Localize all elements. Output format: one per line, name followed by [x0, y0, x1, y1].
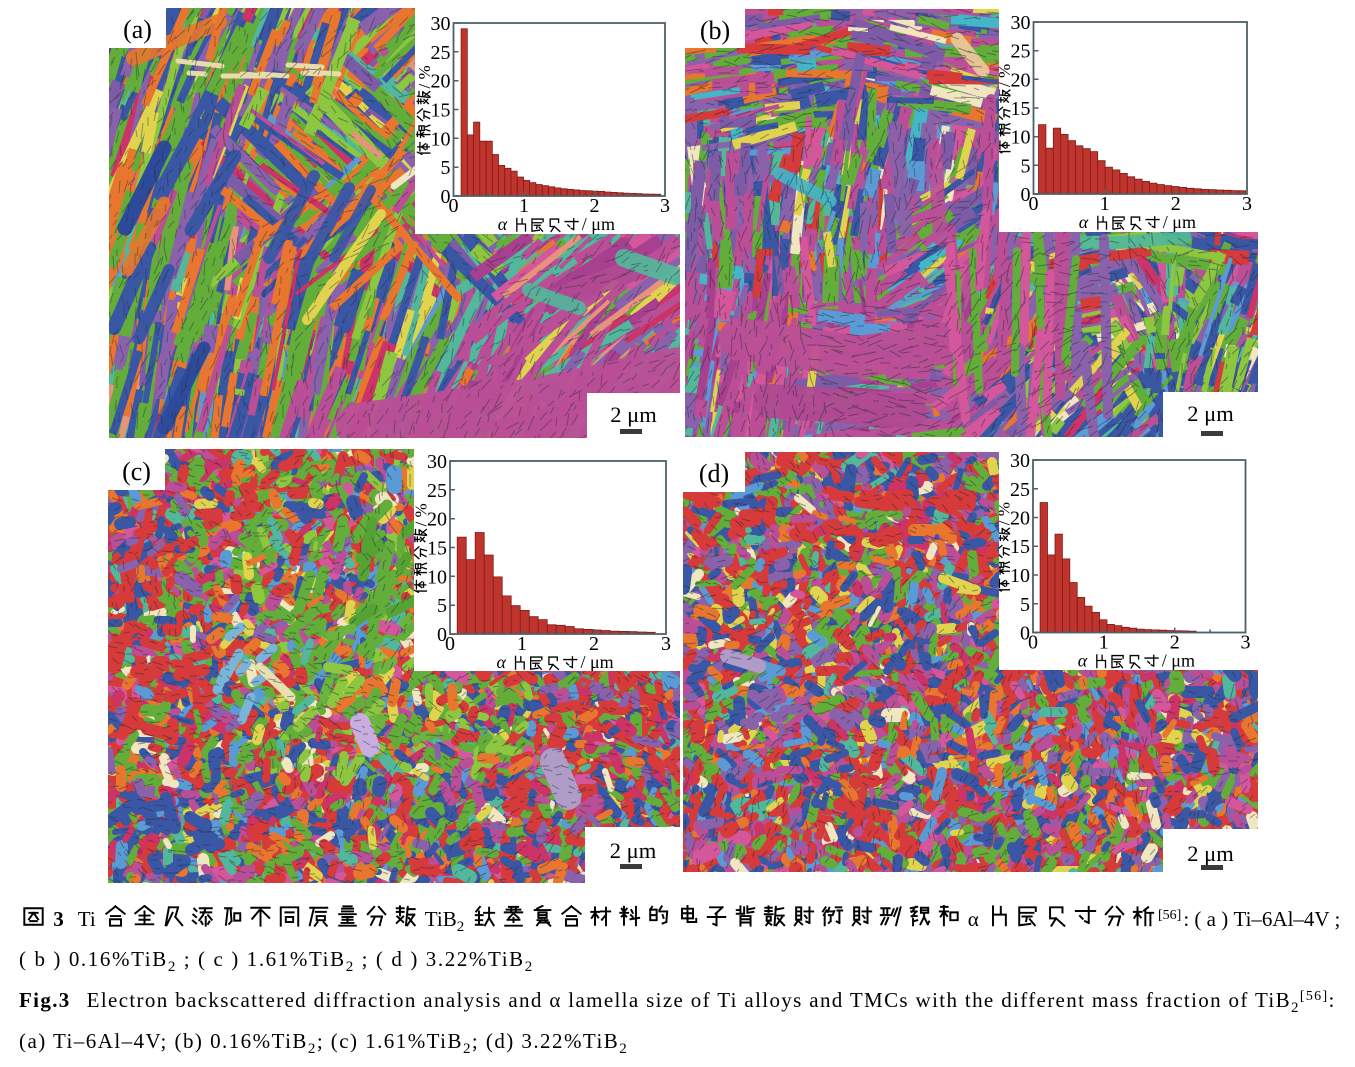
svg-text:0: 0 [1029, 193, 1039, 215]
svg-text:10: 10 [1011, 127, 1031, 149]
svg-text:15: 15 [427, 538, 447, 560]
svg-text:30: 30 [1010, 452, 1030, 472]
svg-text:20: 20 [427, 509, 447, 531]
svg-text:0: 0 [449, 195, 459, 217]
svg-text:0: 0 [445, 633, 455, 655]
svg-text:α: α [497, 652, 507, 671]
svg-text:0: 0 [1021, 184, 1031, 206]
svg-text:20: 20 [1010, 508, 1030, 530]
svg-text:5: 5 [1020, 594, 1030, 616]
svg-text:α: α [1078, 651, 1088, 671]
svg-text:15: 15 [1010, 536, 1030, 558]
svg-text:3: 3 [1241, 632, 1251, 654]
svg-text:10: 10 [1010, 565, 1030, 587]
svg-text:1: 1 [1099, 632, 1109, 654]
svg-text:α: α [1079, 212, 1089, 232]
svg-text:0: 0 [1028, 632, 1038, 654]
svg-text:2: 2 [1170, 632, 1180, 654]
svg-text:0: 0 [1020, 623, 1030, 645]
svg-text:30: 30 [427, 451, 447, 473]
svg-text:30: 30 [1011, 12, 1031, 34]
svg-text:1: 1 [1100, 193, 1110, 215]
svg-text:20: 20 [1011, 69, 1031, 91]
svg-text:3: 3 [1242, 193, 1252, 215]
svg-text:/ μm: / μm [1162, 651, 1195, 671]
svg-text:5: 5 [441, 157, 451, 179]
svg-text:/ μm: / μm [581, 652, 614, 671]
svg-text:2: 2 [590, 195, 600, 217]
svg-text:/ μm: / μm [582, 214, 615, 234]
svg-text:5: 5 [1021, 155, 1031, 177]
svg-text:/ %: / % [999, 502, 1013, 525]
svg-text:3: 3 [660, 195, 670, 217]
svg-text:0: 0 [437, 624, 447, 646]
svg-text:1: 1 [519, 195, 529, 217]
svg-text:α: α [498, 214, 508, 234]
svg-text:/ %: / % [414, 503, 430, 526]
svg-text:10: 10 [431, 128, 451, 150]
svg-text:10: 10 [427, 566, 447, 588]
svg-text:15: 15 [431, 100, 451, 122]
svg-text:2: 2 [1171, 193, 1181, 215]
svg-text:25: 25 [427, 480, 447, 502]
svg-text:2: 2 [589, 633, 599, 655]
svg-text:30: 30 [431, 13, 451, 35]
svg-text:0: 0 [441, 186, 451, 208]
svg-text:15: 15 [1011, 98, 1031, 120]
svg-text:5: 5 [437, 595, 447, 617]
svg-text:/ %: / % [415, 65, 434, 88]
svg-text:20: 20 [431, 71, 451, 93]
svg-text:1: 1 [517, 633, 527, 655]
svg-text:3: 3 [661, 633, 671, 655]
svg-text:/ μm: / μm [1163, 212, 1196, 232]
svg-text:25: 25 [431, 42, 451, 64]
svg-text:25: 25 [1010, 479, 1030, 501]
svg-text:25: 25 [1011, 41, 1031, 63]
svg-text:/ %: / % [999, 64, 1014, 87]
